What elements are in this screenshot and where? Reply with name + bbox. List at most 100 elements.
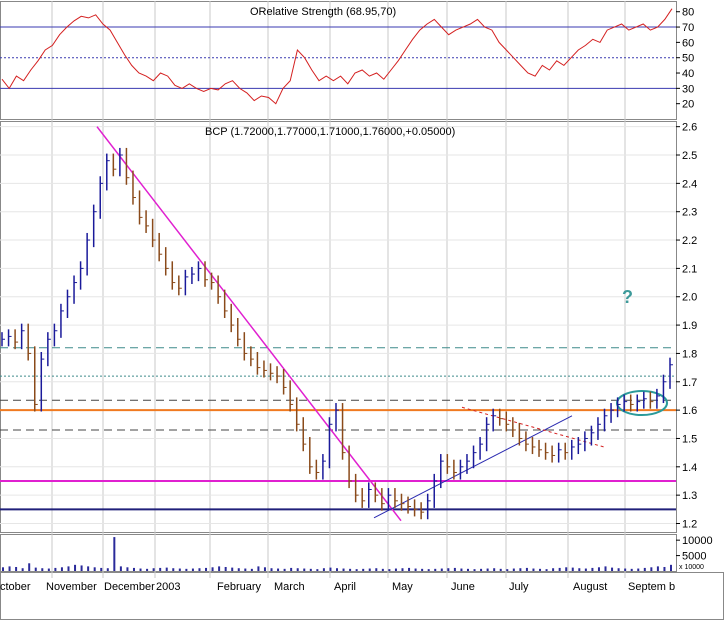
volume-bar	[506, 569, 509, 571]
price-y-tick-label: 1.3	[682, 490, 697, 502]
volume-bar	[624, 568, 627, 571]
volume-bar	[434, 568, 437, 571]
volume-bar	[499, 568, 502, 571]
volume-bar	[408, 567, 411, 571]
volume-bar	[185, 568, 188, 571]
price-panel-frame	[0, 121, 677, 533]
volume-bar	[250, 568, 253, 571]
price-y-tick-label: 2.3	[682, 207, 697, 219]
volume-bar	[218, 566, 221, 571]
volume-bar	[47, 568, 50, 571]
question-mark-annotation: ?	[622, 287, 633, 307]
x-axis-month-label: June	[451, 581, 475, 593]
price-y-tick-label: 1.7	[682, 377, 697, 389]
volume-bar	[336, 568, 338, 571]
volume-bar	[611, 567, 614, 571]
price-y-tick-label: 2.5	[682, 150, 697, 162]
x-axis-month-label: 2003	[156, 581, 180, 593]
volume-panel-frame	[0, 534, 677, 572]
volume-bar	[637, 568, 640, 571]
volume-bar	[584, 568, 587, 571]
indicator-panel-frame	[0, 1, 677, 120]
volume-bar	[650, 567, 653, 571]
price-y-tick-label: 2.6	[682, 122, 697, 134]
volume-bar	[349, 568, 352, 571]
volume-bar	[558, 567, 561, 571]
downtrend-line	[96, 126, 402, 522]
volume-bar	[597, 567, 600, 571]
x-axis-month-label: December	[104, 581, 155, 593]
volume-bar	[388, 569, 391, 571]
volume-bar	[2, 567, 4, 571]
price-y-tick-label: 2.4	[682, 178, 697, 190]
volume-bar	[146, 568, 149, 571]
volume-bar	[466, 568, 469, 571]
volume-bar	[172, 568, 175, 571]
volume-bar	[663, 566, 666, 571]
volume-bar	[205, 567, 208, 571]
volume-bar	[512, 568, 515, 571]
volume-bar	[309, 568, 312, 571]
volume-bar	[119, 566, 122, 571]
volume-bar	[375, 568, 378, 571]
volume-bar	[67, 566, 70, 571]
price-y-tick-label: 1.5	[682, 433, 697, 445]
volume-bar	[604, 566, 607, 571]
volume-bar	[126, 567, 129, 571]
volume-bar	[34, 567, 37, 571]
volume-bar	[41, 568, 44, 571]
x-axis-month-label: July	[509, 581, 529, 593]
volume-bar	[460, 568, 463, 571]
x-axis-month-label: August	[573, 581, 607, 593]
volume-bar	[263, 567, 266, 571]
volume-bar	[21, 568, 24, 571]
volume-bar	[290, 567, 293, 571]
volume-bar	[198, 568, 201, 571]
volume-bar	[539, 568, 542, 571]
x-axis-month-label: March	[274, 581, 305, 593]
indicator-y-tick-label: 30	[682, 83, 694, 95]
volume-bar	[132, 567, 135, 571]
volume-bar	[670, 564, 672, 571]
volume-bar	[28, 563, 31, 571]
volume-bar	[565, 567, 568, 571]
volume-bar	[519, 568, 522, 571]
price-y-tick-label: 1.9	[682, 320, 697, 332]
price-title: BCP (1.72000,1.77000,1.71000,1.76000,+0.…	[205, 126, 455, 138]
volume-bar	[381, 568, 384, 571]
x-axis-month-label: Septem b	[628, 581, 675, 593]
volume-bar	[571, 567, 574, 571]
volume-bar	[106, 568, 109, 571]
volume-unit-label: x 10000	[679, 564, 704, 571]
volume-bar	[329, 567, 332, 571]
volume-bar	[152, 568, 155, 571]
volume-bar	[277, 568, 280, 571]
x-axis-month-label: February	[217, 581, 262, 593]
volume-bar	[159, 567, 162, 571]
volume-bar	[113, 537, 116, 571]
volume-bar	[87, 566, 90, 571]
price-y-tick-label: 2.0	[682, 292, 697, 304]
volume-bar	[316, 569, 319, 571]
volume-bar	[453, 567, 456, 571]
indicator-y-tick-label: 20	[682, 99, 694, 111]
price-y-tick-label: 1.4	[682, 462, 697, 474]
volume-bar	[630, 568, 633, 571]
volume-bar	[60, 567, 63, 571]
volume-bar	[257, 566, 260, 571]
volume-bar	[74, 564, 77, 571]
volume-bar	[355, 569, 358, 571]
volume-bar	[244, 568, 247, 571]
indicator-title: ORelative Strength (68.95,70)	[250, 6, 396, 18]
volume-bar	[191, 568, 194, 571]
volume-bar	[93, 567, 96, 571]
indicator-y-tick-label: 40	[682, 68, 694, 80]
volume-bar	[447, 568, 450, 571]
volume-bar	[80, 565, 83, 571]
volume-bar	[401, 568, 404, 571]
price-y-tick-label: 2.2	[682, 235, 697, 247]
price-y-tick-label: 2.1	[682, 263, 697, 275]
volume-bar	[656, 566, 659, 571]
volume-bar	[231, 567, 234, 571]
